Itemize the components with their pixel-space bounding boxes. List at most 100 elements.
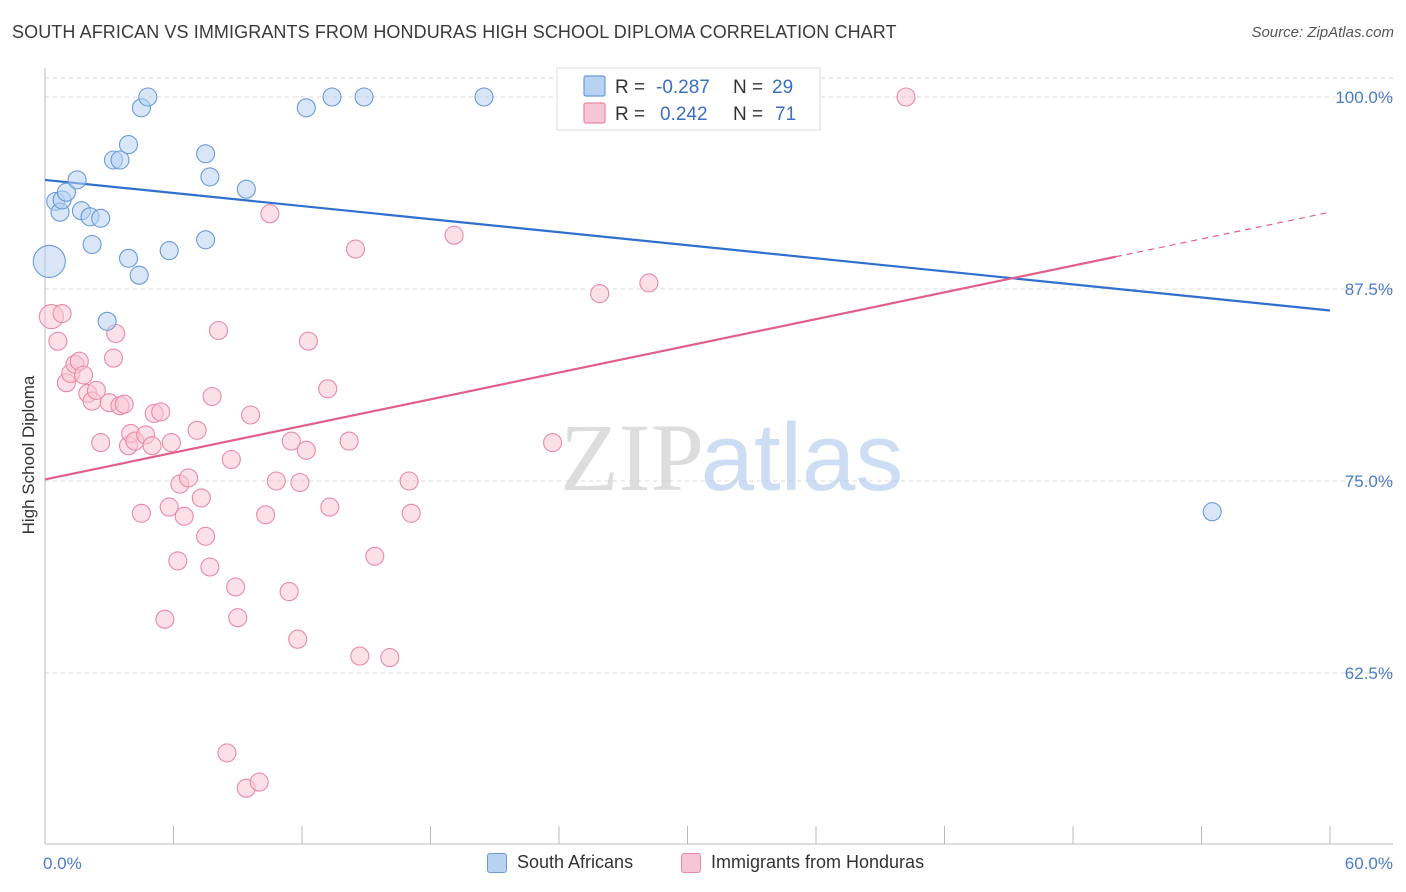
honduras-point	[48, 331, 68, 351]
honduras-point	[142, 436, 162, 456]
honduras-point	[288, 629, 308, 649]
honduras-point	[401, 503, 421, 523]
south-african-point	[32, 244, 66, 278]
honduras-point	[590, 284, 610, 304]
honduras-point	[290, 472, 310, 493]
honduras-point	[221, 449, 241, 470]
honduras-point	[260, 204, 280, 224]
x-tick-label-min: 0.0%	[43, 854, 82, 873]
grid-lines	[45, 77, 1393, 674]
honduras-point	[155, 609, 175, 629]
axes: 62.5% 75.0% 87.5% 100.0% 0.0% 60.0%	[43, 68, 1393, 873]
honduras-point	[86, 380, 106, 400]
stats-legend: R = -0.287 N = 29 R = 0.242 N = 71	[556, 67, 821, 131]
trend-line-south-africans	[44, 178, 1331, 312]
south-african-point	[118, 248, 139, 268]
honduras-point	[91, 433, 111, 453]
honduras-point	[365, 546, 385, 566]
honduras-point	[345, 239, 366, 259]
honduras-point	[279, 582, 299, 602]
south-african-point	[56, 182, 76, 202]
legend-r-label-pink: R =	[615, 104, 645, 125]
south-african-point	[97, 311, 117, 331]
honduras-point	[114, 394, 134, 414]
honduras-point	[228, 608, 248, 628]
watermark: ZIP atlas	[560, 404, 903, 511]
south-african-point	[129, 265, 149, 285]
south-african-point	[236, 179, 256, 199]
legend-r-value-pink: 0.242	[660, 104, 708, 125]
legend-swatch-south-africans	[487, 852, 507, 873]
y-tick-label: 75.0%	[1345, 472, 1393, 491]
south-african-point	[474, 87, 494, 107]
chart-title: SOUTH AFRICAN VS IMMIGRANTS FROM HONDURA…	[12, 22, 897, 42]
honduras-point	[896, 87, 916, 107]
chart-source: Source: ZipAtlas.com	[1251, 24, 1394, 41]
south-african-point	[82, 234, 102, 255]
south-african-point	[354, 87, 374, 107]
watermark-zip: ZIP	[560, 404, 704, 511]
south-african-point	[110, 150, 130, 170]
south-african-point	[196, 144, 216, 164]
honduras-point	[399, 471, 419, 491]
honduras-point	[159, 497, 179, 517]
south-african-point	[159, 241, 179, 261]
bottom-legend: South Africans Immigrants from Honduras	[0, 852, 1406, 878]
legend-label-south-africans: South Africans	[517, 852, 634, 872]
y-axis-title: High School Diploma	[19, 375, 38, 534]
honduras-point	[52, 304, 72, 324]
honduras-point	[208, 320, 229, 341]
honduras-point	[161, 433, 181, 453]
y-tick-label: 62.5%	[1345, 664, 1393, 683]
y-tick-label: 100.0%	[1335, 88, 1393, 107]
honduras-point	[339, 431, 359, 451]
honduras-point	[256, 505, 276, 525]
honduras-point	[196, 526, 216, 546]
south-african-point	[138, 87, 158, 107]
legend-n-label-pink: N =	[733, 104, 763, 125]
honduras-point	[226, 577, 246, 597]
honduras-point	[281, 431, 301, 451]
south-african-point	[118, 135, 139, 155]
legend-n-label-blue: N =	[733, 77, 763, 98]
south-african-point	[296, 98, 316, 118]
honduras-point	[444, 225, 464, 245]
honduras-point	[298, 331, 318, 351]
honduras-point	[187, 420, 207, 440]
south-african-point	[200, 167, 220, 187]
legend-n-value-blue: 29	[772, 77, 793, 98]
legend-label-honduras: Immigrants from Honduras	[711, 852, 925, 872]
honduras-point	[296, 440, 316, 460]
honduras-point	[168, 551, 188, 571]
legend-swatch-pink	[583, 102, 606, 124]
x-tick-label-max: 60.0%	[1345, 854, 1393, 873]
honduras-point	[266, 471, 286, 491]
honduras-points	[38, 87, 916, 798]
honduras-point	[191, 488, 211, 508]
legend-swatch-blue	[583, 75, 606, 97]
honduras-point	[200, 557, 220, 577]
honduras-point	[350, 646, 370, 666]
trend-lines	[44, 178, 1331, 481]
honduras-point	[318, 379, 338, 399]
honduras-point	[543, 433, 563, 453]
honduras-point	[241, 405, 261, 425]
honduras-point	[131, 503, 151, 523]
legend-swatch-honduras	[681, 852, 701, 873]
legend-item-south-africans: South Africans	[487, 852, 633, 873]
trend-line-honduras	[44, 255, 1117, 481]
honduras-point	[202, 386, 222, 407]
honduras-point	[103, 348, 124, 368]
legend-n-value-pink: 71	[775, 104, 796, 125]
legend-r-value-blue: -0.287	[656, 77, 710, 98]
south-african-point	[67, 170, 87, 190]
legend-r-label-blue: R =	[615, 77, 645, 98]
honduras-point	[178, 468, 199, 488]
honduras-point	[74, 365, 94, 385]
y-tick-label: 87.5%	[1345, 280, 1393, 299]
honduras-point	[217, 743, 237, 763]
trend-line-honduras-extension	[1115, 211, 1331, 258]
honduras-point	[151, 402, 171, 422]
honduras-point	[320, 497, 340, 517]
honduras-point	[639, 273, 659, 293]
